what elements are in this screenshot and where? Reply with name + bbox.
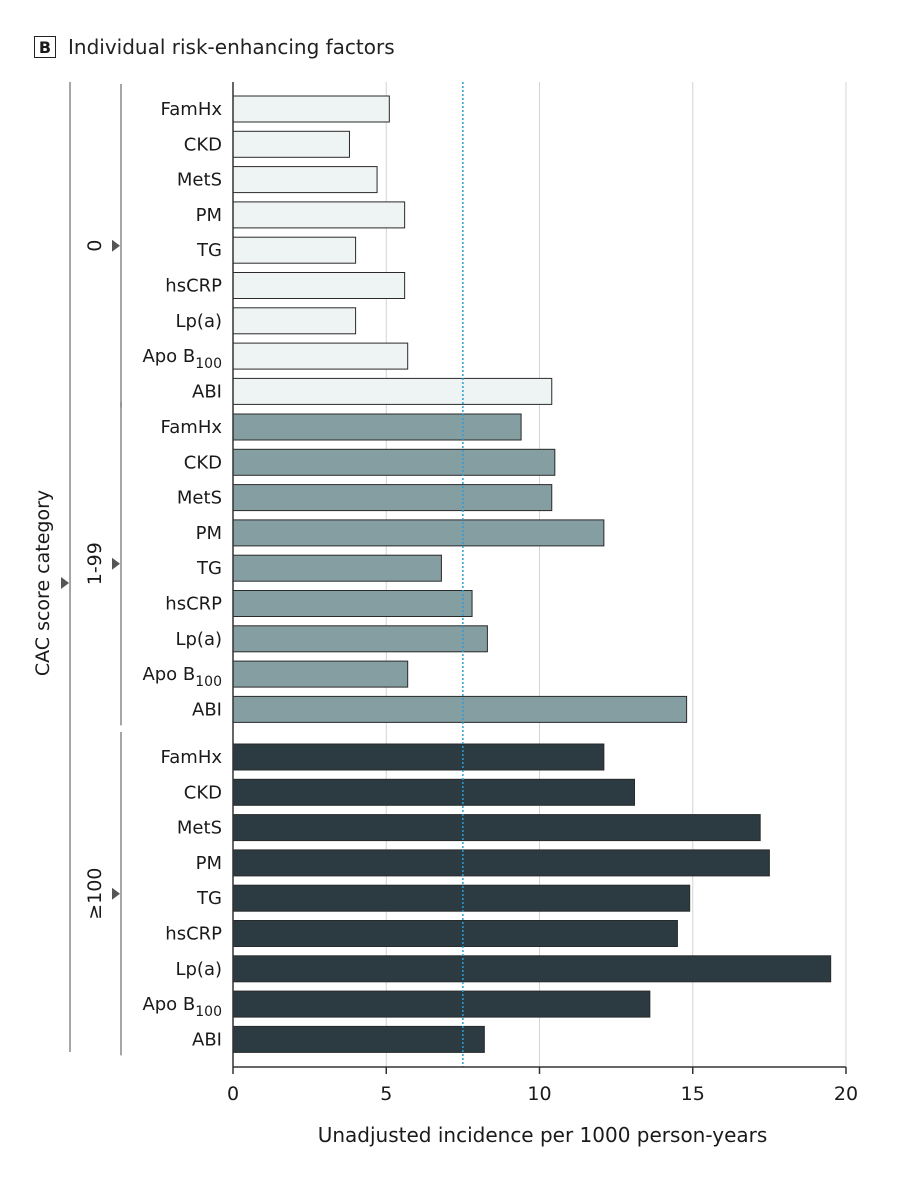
category-label: TG [196, 888, 222, 909]
category-label: hsCRP [165, 594, 222, 615]
bar [232, 955, 832, 983]
category-label: Lp(a) [175, 311, 222, 332]
bar [232, 484, 553, 512]
bar [232, 743, 605, 771]
bar [232, 1025, 485, 1053]
panel-header: B Individual risk-enhancing factors [34, 34, 395, 60]
category-label-subscript: 100 [195, 1004, 222, 1020]
bar [232, 342, 409, 370]
x-tick-label: 5 [380, 1083, 392, 1105]
category-label: FamHx [161, 99, 223, 120]
category-label: ABI [192, 699, 222, 720]
category-label: Lp(a) [175, 629, 222, 650]
group-marker [112, 557, 120, 570]
category-label-subscript: 100 [195, 674, 222, 690]
category-label: TG [196, 240, 222, 261]
bar [232, 590, 473, 617]
group-label: 1-99 [84, 542, 106, 585]
category-label: CKD [184, 782, 222, 803]
category-label: hsCRP [165, 276, 222, 297]
x-tick-label: 0 [227, 1083, 239, 1105]
category-label: MetS [177, 818, 222, 839]
category-label: PM [196, 853, 222, 874]
category-label: FamHx [161, 417, 223, 438]
bar [232, 413, 522, 441]
bar [232, 307, 357, 335]
group-label: ≥100 [84, 868, 106, 920]
category-label-subscript: 100 [195, 356, 222, 372]
group-label: 0 [84, 240, 106, 252]
y-axis-marker [61, 577, 69, 589]
bar [232, 920, 678, 947]
group-marker [112, 887, 120, 900]
group-marker [112, 239, 120, 252]
panel-letter-badge: B [34, 36, 56, 58]
category-label: MetS [177, 170, 222, 191]
bar [232, 236, 357, 264]
bar [232, 130, 350, 158]
bar [232, 884, 691, 912]
bar [232, 554, 442, 582]
x-axis-label: Unadjusted incidence per 1000 person-yea… [318, 1123, 768, 1147]
bar [232, 448, 556, 476]
category-label: PM [196, 523, 222, 544]
panel-title: Individual risk-enhancing factors [68, 35, 395, 59]
category-label: Lp(a) [175, 959, 222, 980]
category-label: FamHx [161, 747, 223, 768]
category-label: ABI [192, 381, 222, 402]
bar [232, 849, 770, 877]
category-label: Apo B100 [142, 994, 222, 1020]
bar [232, 778, 636, 806]
bar [232, 272, 406, 299]
bar [232, 814, 761, 842]
category-label: Apo B100 [142, 346, 222, 372]
category-label: TG [196, 558, 222, 579]
x-tick-label: 20 [834, 1083, 858, 1105]
category-label: PM [196, 205, 222, 226]
category-label: Apo B100 [142, 664, 222, 690]
bar [232, 990, 651, 1018]
category-label: ABI [192, 1029, 222, 1050]
bar [232, 519, 605, 547]
category-label: hsCRP [165, 924, 222, 945]
bar [232, 95, 390, 123]
bar [232, 660, 409, 688]
bar [232, 377, 553, 405]
bar [232, 695, 688, 723]
y-axis-label: CAC score category [32, 490, 54, 676]
category-label: CKD [184, 452, 222, 473]
x-tick-label: 15 [681, 1083, 705, 1105]
category-label: MetS [177, 488, 222, 509]
category-label: CKD [184, 134, 222, 155]
bar [232, 625, 488, 653]
bar [232, 166, 378, 194]
x-tick-label: 10 [527, 1083, 551, 1105]
bar [232, 201, 406, 229]
